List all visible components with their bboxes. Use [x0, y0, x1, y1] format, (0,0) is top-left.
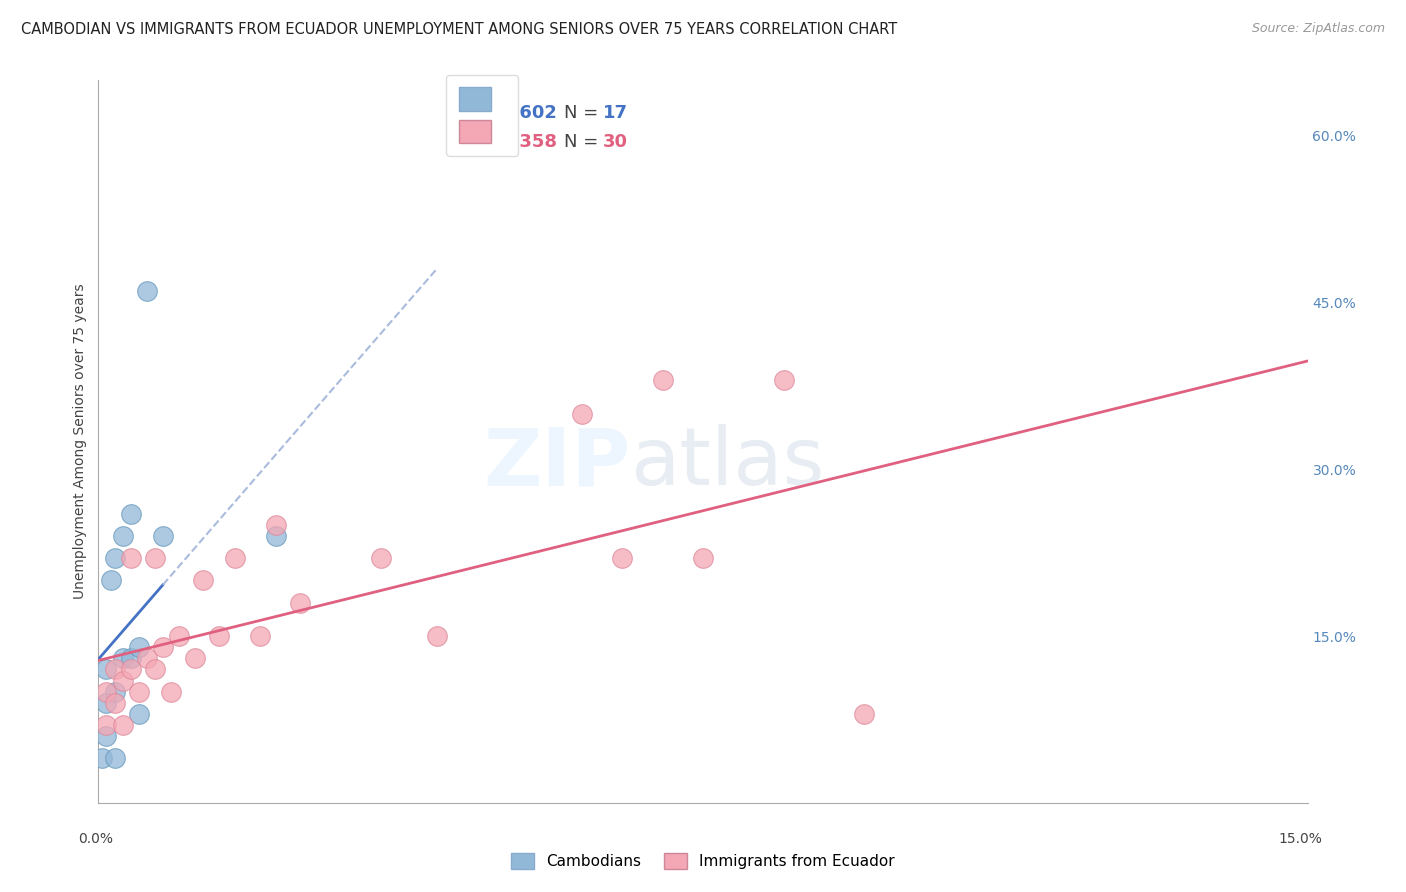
Point [96, 696, 118, 710]
Point [167, 629, 190, 643]
Point [103, 551, 125, 566]
Legend: , : , [446, 75, 519, 155]
Text: 0.358: 0.358 [501, 133, 557, 151]
Point [111, 529, 134, 543]
Point [96, 662, 118, 676]
Text: 15.0%: 15.0% [1278, 832, 1323, 846]
Text: N =: N = [564, 103, 605, 122]
Text: 0.602: 0.602 [501, 103, 557, 122]
Point [135, 651, 157, 665]
Point [111, 651, 134, 665]
Text: R =: R = [457, 103, 495, 122]
Point [143, 551, 166, 566]
Point [224, 551, 246, 566]
Point [128, 640, 150, 655]
Point [249, 629, 271, 643]
Point [426, 629, 449, 643]
Point [103, 751, 125, 765]
Point [184, 651, 207, 665]
Point [103, 696, 125, 710]
Point [152, 640, 174, 655]
Point [571, 407, 593, 421]
Point [264, 529, 287, 543]
Point [370, 551, 392, 566]
Point [96, 718, 118, 732]
Text: Source: ZipAtlas.com: Source: ZipAtlas.com [1251, 22, 1385, 36]
Point [120, 651, 142, 665]
Point [120, 551, 142, 566]
Point [96, 729, 118, 743]
Point [853, 706, 876, 721]
Point [135, 285, 157, 299]
Point [288, 596, 311, 610]
Point [128, 684, 150, 698]
Point [264, 517, 287, 532]
Point [772, 373, 794, 387]
Point [96, 684, 118, 698]
Point [128, 706, 150, 721]
Point [91, 751, 114, 765]
Text: ZIP: ZIP [484, 425, 630, 502]
Y-axis label: Unemployment Among Seniors over 75 years: Unemployment Among Seniors over 75 years [73, 284, 87, 599]
Point [692, 551, 714, 566]
Text: atlas: atlas [630, 425, 825, 502]
Point [120, 662, 142, 676]
Text: R =: R = [457, 133, 495, 151]
Point [111, 673, 134, 688]
Text: 0.0%: 0.0% [79, 832, 112, 846]
Point [143, 662, 166, 676]
Point [208, 629, 231, 643]
Point [103, 684, 125, 698]
Point [111, 718, 134, 732]
Point [100, 574, 122, 588]
Text: CAMBODIAN VS IMMIGRANTS FROM ECUADOR UNEMPLOYMENT AMONG SENIORS OVER 75 YEARS CO: CAMBODIAN VS IMMIGRANTS FROM ECUADOR UNE… [21, 22, 897, 37]
Point [160, 684, 183, 698]
Text: 17: 17 [603, 103, 627, 122]
Point [120, 507, 142, 521]
Point [193, 574, 215, 588]
Point [651, 373, 673, 387]
Point [152, 529, 174, 543]
Legend: Cambodians, Immigrants from Ecuador: Cambodians, Immigrants from Ecuador [505, 847, 901, 875]
Text: 30: 30 [603, 133, 627, 151]
Point [612, 551, 634, 566]
Point [103, 662, 125, 676]
Text: N =: N = [564, 133, 605, 151]
